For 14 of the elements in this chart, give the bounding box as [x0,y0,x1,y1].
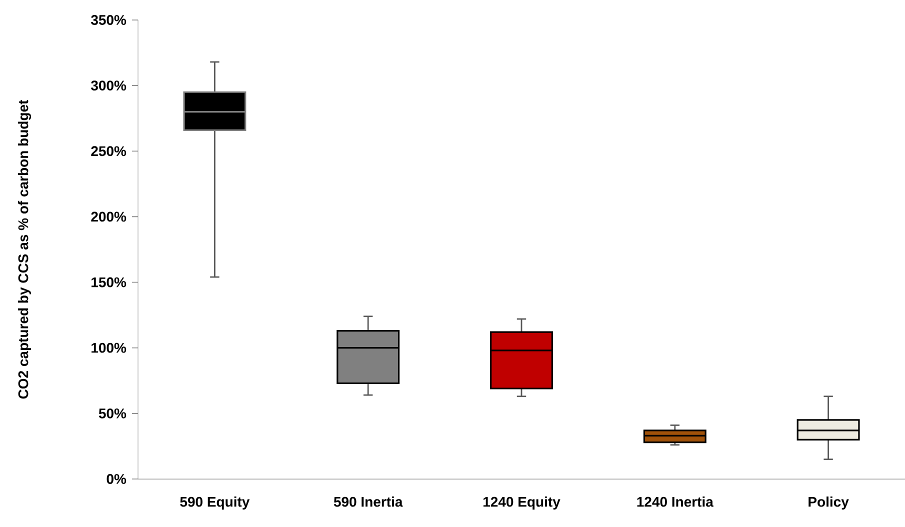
y-tick-label: 0% [106,474,126,484]
y-tick-label: 100% [92,342,126,353]
y-tick-label: 350% [90,15,126,25]
x-tick-label: 1240 Equity [483,496,560,510]
x-tick-label: Policy [808,496,849,510]
x-tick-label: 1240 Inertia [637,496,714,507]
x-tick-label: 590 Inertia [334,496,403,507]
y-tick-label: 300% [90,80,126,91]
y-tick-label: 200% [91,212,126,222]
x-tick-label: 590 Equity [180,496,250,510]
y-tick-label: 150% [92,277,126,288]
y-tick-label: 50% [98,408,126,418]
y-tick-label: 250% [91,146,126,156]
y-axis-title: CO2 captured by CCS as % of carbon budget [18,100,32,399]
